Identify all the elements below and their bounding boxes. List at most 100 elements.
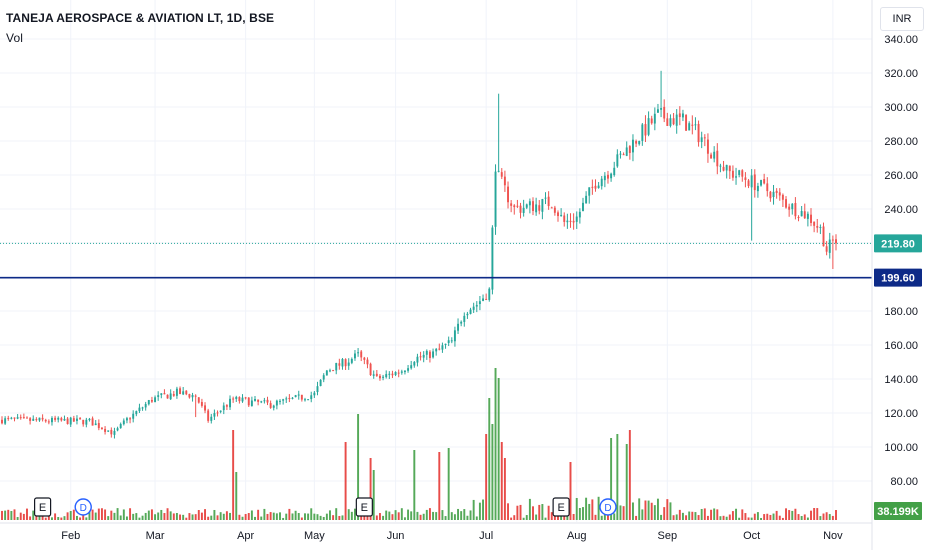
price-tick-label: 260.00	[884, 170, 918, 182]
volume-bar	[285, 513, 288, 520]
candle-body	[513, 205, 516, 208]
earnings-event-marker[interactable]	[355, 497, 373, 517]
volume-bar	[357, 414, 360, 520]
volume-bar	[13, 509, 16, 520]
candle-body	[582, 202, 584, 212]
volume-bar	[763, 514, 766, 520]
volume-bar	[688, 511, 691, 520]
candle-body	[197, 397, 200, 403]
candle-body	[135, 411, 138, 415]
volume-value-label: 38.199K	[877, 506, 919, 518]
currency-selector-button[interactable]: INR	[880, 7, 924, 31]
candle-body	[432, 351, 435, 358]
dividend-event-marker[interactable]	[74, 498, 92, 516]
volume-indicator-label: Vol	[6, 31, 23, 45]
volume-bar	[544, 517, 547, 520]
candle-body	[175, 388, 178, 396]
volume-bar	[778, 515, 781, 520]
volume-bar	[163, 513, 166, 520]
volume-bar	[169, 511, 172, 520]
volume-bar	[635, 515, 638, 520]
volume-bar	[100, 508, 103, 520]
volume-bar	[822, 513, 825, 520]
candle-body	[822, 226, 825, 247]
candle-body	[482, 298, 485, 301]
volume-bar	[316, 514, 319, 520]
volume-bar	[7, 509, 10, 520]
candle-body	[310, 395, 313, 400]
volume-bar	[806, 517, 809, 520]
candle-body	[69, 417, 72, 425]
candle-body	[138, 407, 141, 412]
candle-body	[307, 399, 310, 401]
candle-body	[75, 418, 78, 421]
volume-bar	[222, 513, 225, 520]
volume-bar	[350, 511, 353, 520]
candle-body	[216, 412, 219, 414]
candle-body	[772, 191, 775, 198]
volume-bar	[113, 512, 116, 520]
volume-bar	[706, 515, 709, 520]
volume-bar	[488, 398, 491, 520]
candle-body	[269, 403, 272, 408]
volume-bar	[710, 509, 713, 520]
volume-bar	[600, 515, 603, 520]
volume-bar	[781, 517, 784, 520]
candle-body	[210, 416, 213, 421]
candle-body	[363, 357, 366, 360]
candle-body	[775, 190, 778, 194]
volume-bar	[335, 508, 338, 520]
volume-bar	[507, 503, 509, 520]
price-tick-label: 140.00	[884, 374, 918, 386]
candle-body	[750, 175, 753, 188]
time-axis[interactable]: Feb Mar Apr May Jun Jul Aug Sep Oct Nov	[0, 522, 872, 542]
volume-bar	[738, 517, 741, 520]
earnings-event-marker[interactable]	[552, 497, 570, 517]
candle-body	[500, 172, 503, 177]
volume-bar	[4, 510, 7, 520]
volume-bar	[332, 515, 335, 520]
volume-bar	[353, 508, 356, 520]
candle-body	[266, 399, 269, 403]
time-tick-label: Oct	[743, 530, 760, 542]
candle-body	[100, 427, 103, 430]
volume-bar	[691, 511, 694, 520]
price-tick-label: 340.00	[884, 34, 918, 46]
volume-bar	[747, 517, 750, 520]
volume-bar	[725, 516, 728, 520]
volume-bar	[510, 517, 513, 520]
volume-bar	[54, 513, 57, 520]
price-tick-label: 240.00	[884, 204, 918, 216]
volume-bar	[485, 434, 488, 520]
volume-bar	[232, 430, 235, 520]
volume-bar	[653, 505, 656, 520]
candle-body	[410, 365, 413, 369]
volume-bar	[472, 499, 475, 520]
volume-bar	[97, 508, 100, 520]
dividend-event-marker[interactable]	[599, 498, 617, 516]
candle-body	[497, 170, 500, 172]
volume-bar	[788, 510, 791, 520]
candle-body	[688, 123, 691, 131]
volume-bar	[182, 514, 185, 520]
volume-bar	[666, 499, 669, 520]
volume-bar	[16, 517, 19, 520]
volume-bar	[107, 516, 110, 520]
volume-bar	[435, 512, 438, 520]
candle-body	[525, 204, 528, 208]
volume-bar	[44, 517, 47, 520]
volume-bar	[478, 502, 481, 520]
volume-bar	[831, 515, 834, 520]
volume-bar	[22, 513, 25, 520]
candle-body	[697, 123, 700, 143]
price-axis[interactable]: 340.00320.00300.00280.00260.00240.00220.…	[871, 0, 922, 550]
volume-bar	[307, 513, 310, 520]
candle-body	[675, 114, 678, 126]
last-price-label: 219.80	[881, 238, 915, 250]
candle-body	[204, 405, 207, 411]
candle-body	[375, 373, 378, 376]
candle-body	[522, 207, 525, 213]
candle-body	[635, 141, 638, 144]
earnings-event-marker[interactable]	[34, 497, 52, 517]
